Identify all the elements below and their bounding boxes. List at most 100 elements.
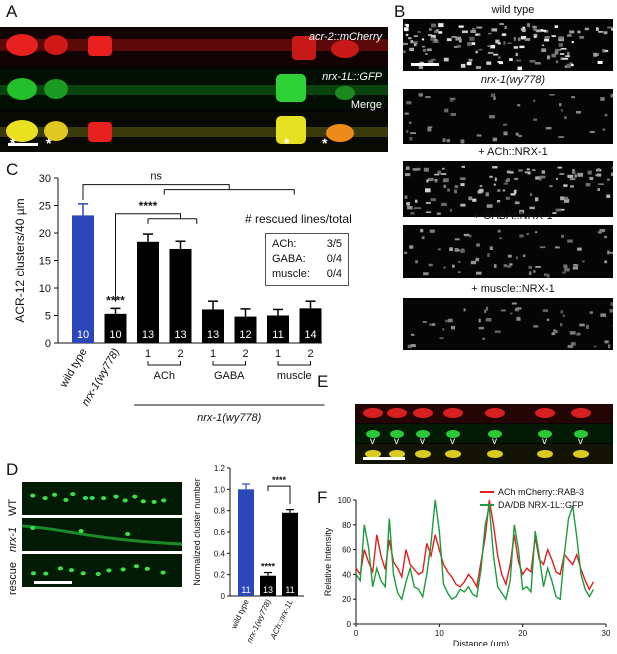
arrowhead-marker: v — [370, 436, 375, 447]
punctum — [425, 96, 431, 99]
merge-channel — [355, 444, 613, 464]
category-label: 1 — [210, 348, 216, 360]
puncta-image — [30, 564, 166, 576]
punctum — [493, 96, 496, 100]
asterisk: * — [46, 135, 52, 151]
punctum — [573, 264, 577, 266]
punctum — [404, 112, 409, 115]
punctum — [515, 132, 519, 136]
punctum — [558, 37, 564, 42]
punctum — [456, 44, 461, 48]
puncta-image — [30, 492, 167, 504]
sig-bracket — [82, 184, 230, 200]
punctum — [510, 193, 516, 196]
punctum — [532, 25, 537, 29]
punctum — [125, 532, 131, 536]
punctum — [133, 564, 139, 569]
punctum — [559, 103, 562, 107]
punctum — [579, 323, 585, 327]
punctum — [506, 265, 512, 268]
punctum — [503, 41, 506, 45]
punctum — [434, 179, 438, 181]
punctum — [441, 167, 445, 170]
condition-label: wild type — [491, 4, 535, 16]
punctum — [574, 174, 577, 178]
punctum — [478, 326, 484, 330]
punctum — [604, 113, 608, 117]
punctum — [436, 212, 441, 215]
punctum — [519, 209, 525, 214]
punctum — [425, 211, 432, 213]
punctum — [513, 46, 519, 49]
punctum — [569, 331, 576, 335]
asterisk: * — [322, 135, 328, 151]
punctum — [144, 566, 150, 571]
punctum — [78, 529, 84, 533]
y-axis-label: ACR-12 clusters/40 µm — [13, 198, 27, 322]
punctum — [519, 45, 525, 49]
punctum — [101, 496, 107, 501]
sig-bracket — [115, 213, 181, 302]
punctum — [539, 246, 546, 249]
punctum — [113, 494, 119, 499]
green-punctum — [366, 430, 380, 438]
punctum — [421, 38, 425, 41]
punctum — [603, 31, 608, 35]
punctum — [533, 28, 537, 31]
punctum — [460, 177, 466, 180]
line-chart-f: 0 20 40 60 80 100 0 10 20 30 Distance (µm) Relative… — [323, 487, 611, 646]
punctum — [445, 319, 450, 323]
punctum — [406, 202, 410, 206]
y-tick-label: 100 — [338, 496, 352, 505]
merge-punctum — [487, 450, 503, 458]
punctum — [563, 198, 570, 203]
punctum — [471, 42, 476, 45]
x-tick-label: 0 — [354, 629, 359, 638]
punctum — [490, 44, 496, 49]
condition-label: + ACh::NRX-1 — [478, 146, 548, 158]
punctum — [555, 208, 562, 212]
n-label: 10 — [109, 329, 121, 341]
punctum — [541, 29, 547, 32]
punctum — [553, 329, 556, 332]
punctum — [486, 61, 492, 65]
panel-letter-e: E — [317, 372, 329, 391]
punctum — [161, 498, 167, 503]
n-label: 14 — [304, 329, 316, 341]
punctum — [569, 62, 573, 64]
punctum — [552, 212, 557, 214]
sig-stars: **** — [139, 199, 158, 213]
punctum — [523, 254, 526, 257]
punctum — [455, 36, 462, 41]
punctum — [597, 188, 600, 191]
legend-name: ACh: — [272, 238, 297, 250]
green-punctum — [416, 430, 430, 438]
legend-row: GABA: 0/4 — [272, 252, 342, 267]
punctum — [408, 37, 412, 40]
y-tick-label: 30 — [39, 173, 51, 185]
punctum — [434, 30, 438, 34]
punctum — [470, 260, 477, 265]
punctum — [409, 245, 414, 249]
punctum — [82, 496, 89, 500]
punctum — [566, 53, 570, 57]
punctum — [407, 344, 412, 349]
punctum — [604, 260, 608, 264]
punctum — [542, 309, 548, 313]
y-tick-label: 0.2 — [214, 571, 226, 580]
punctum — [420, 229, 424, 233]
y-tick-label: 60 — [342, 546, 351, 555]
category-label: 2 — [177, 348, 183, 360]
bar — [104, 313, 127, 343]
punctum — [533, 34, 538, 37]
red-punctum — [485, 408, 505, 418]
y-tick-label: 25 — [39, 201, 51, 213]
puncta-image — [404, 93, 613, 144]
scale-bar — [363, 457, 405, 460]
punctum — [52, 492, 58, 497]
punctum — [544, 38, 550, 42]
punctum — [497, 61, 502, 63]
punctum — [508, 171, 514, 174]
bar — [234, 316, 257, 343]
sig-stars: **** — [272, 475, 287, 485]
